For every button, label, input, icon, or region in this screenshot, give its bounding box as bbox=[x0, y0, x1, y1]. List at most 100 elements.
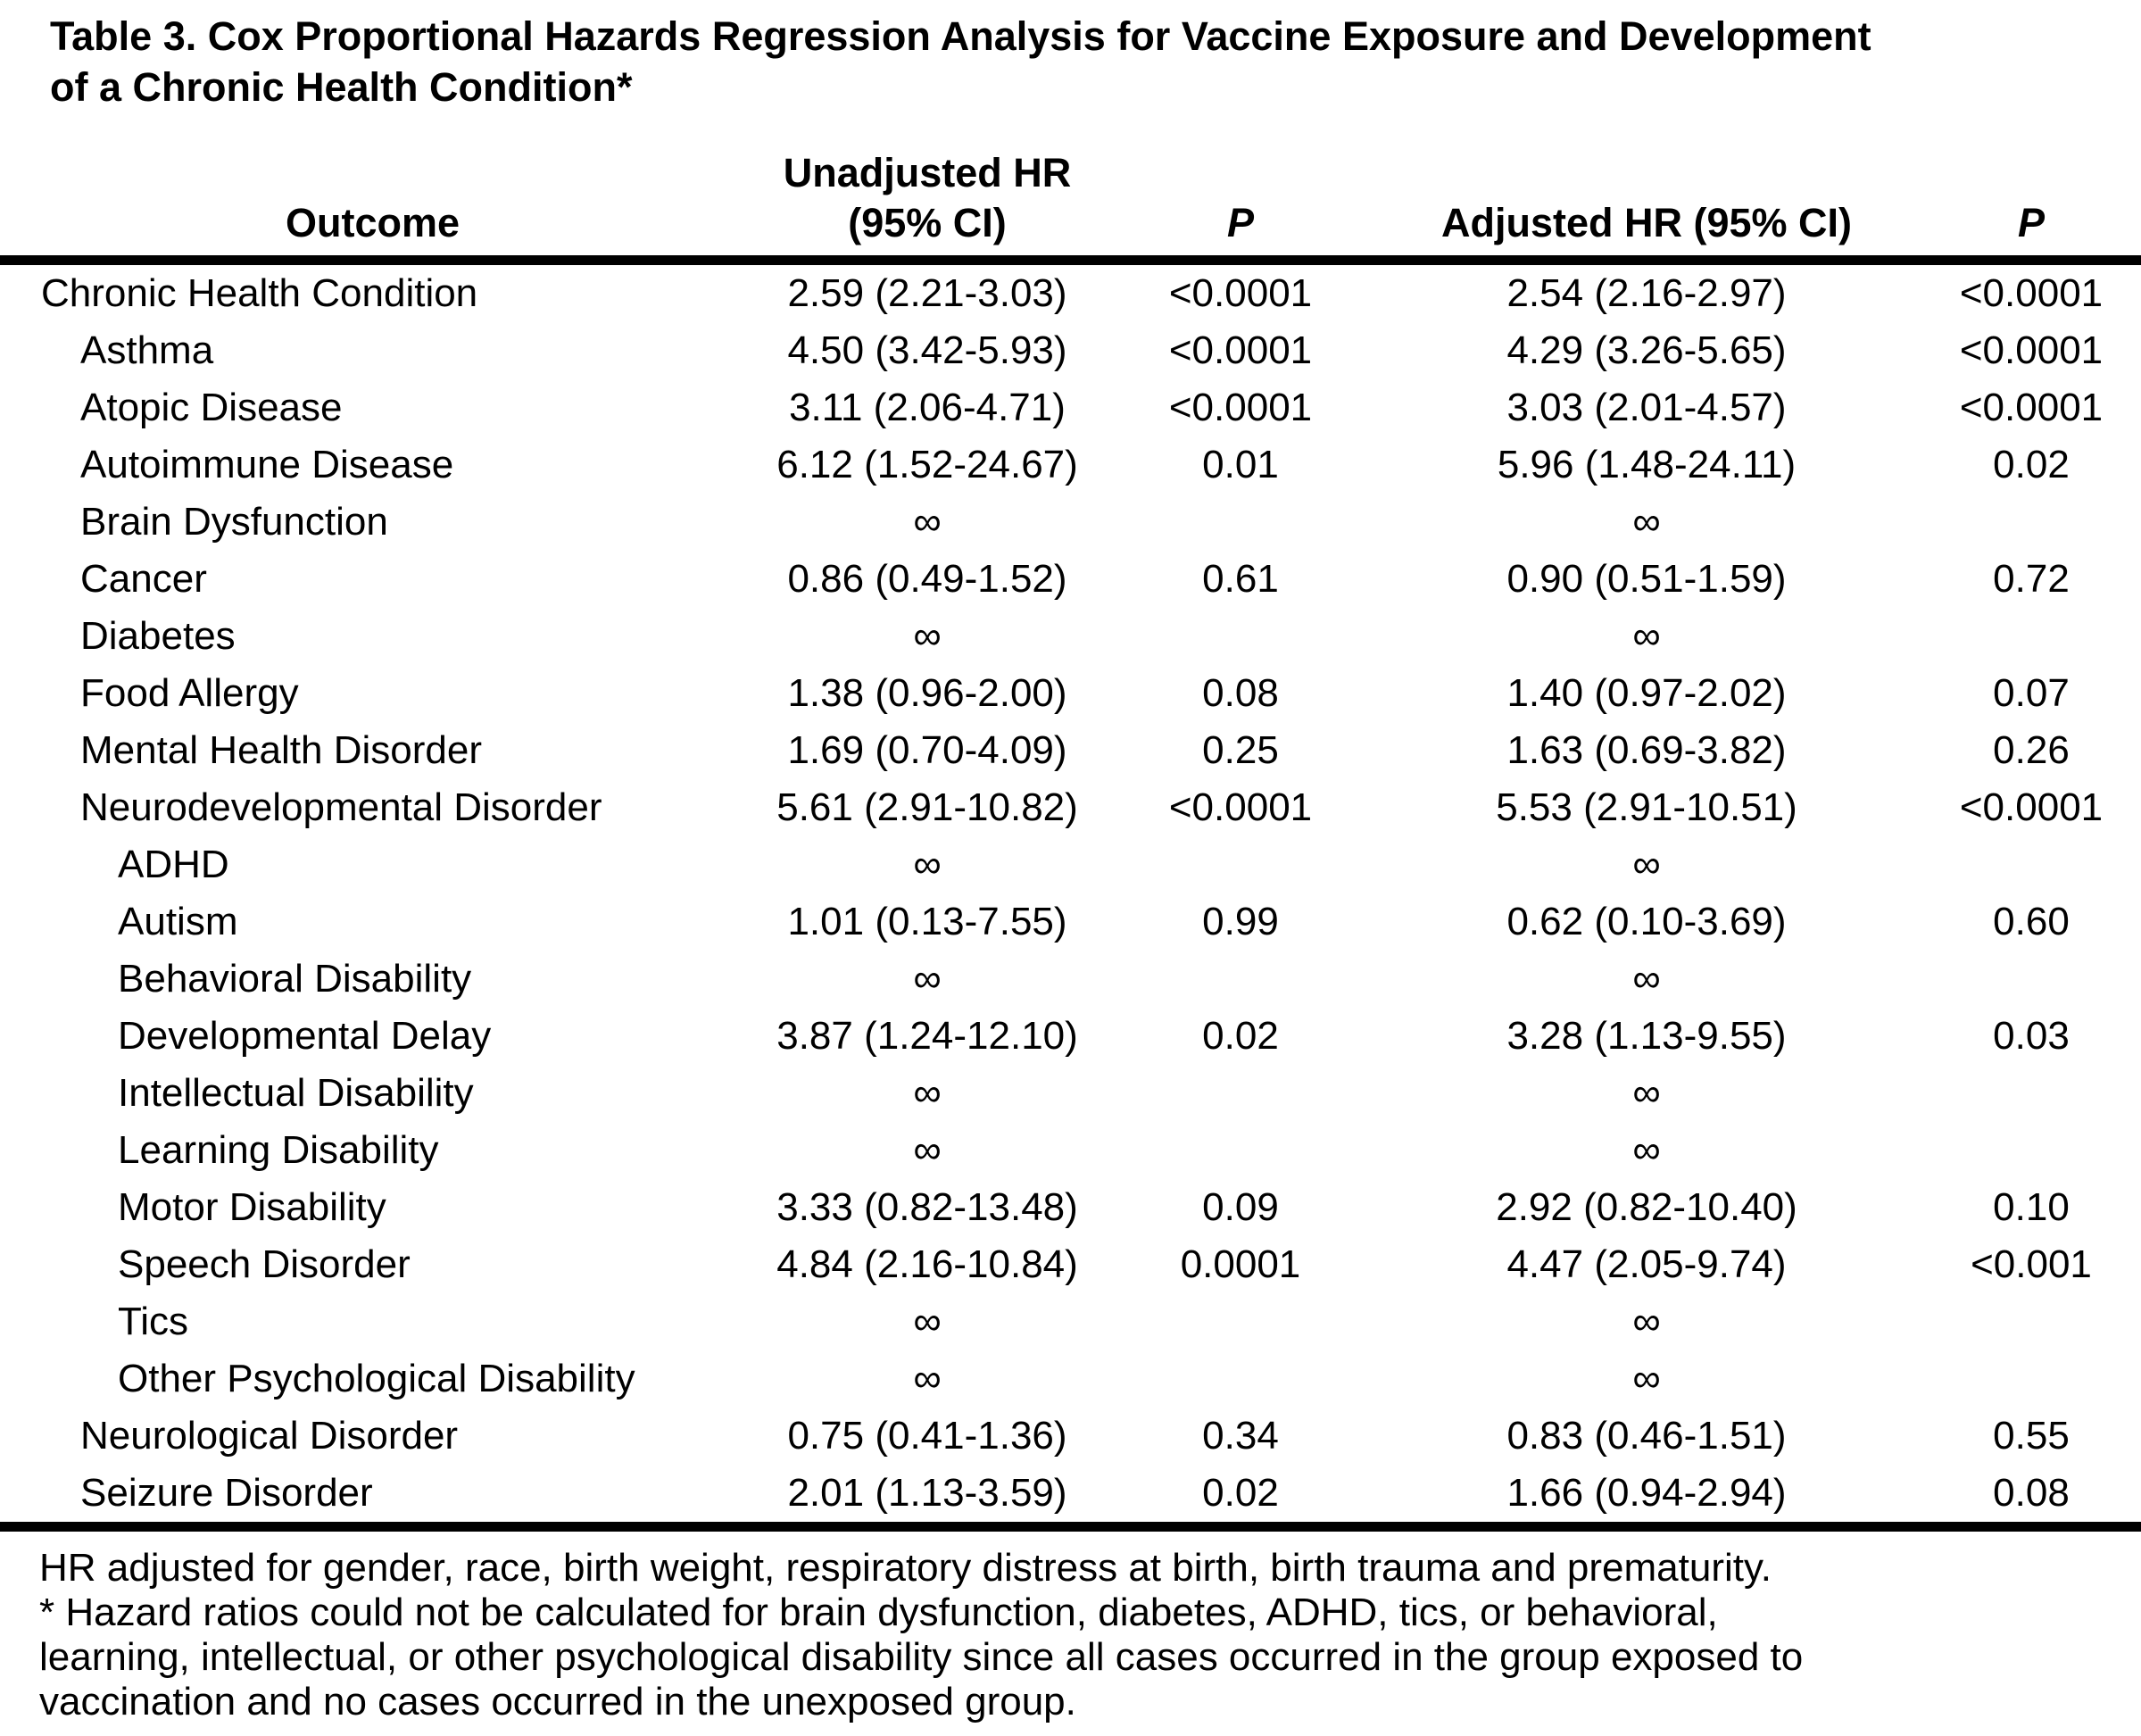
adjusted-hr-cell: 0.90 (0.51-1.59) bbox=[1506, 557, 1787, 601]
table-row: Neurodevelopmental Disorder 5.61 (2.91-10… bbox=[0, 779, 2141, 836]
outcome-cell: Motor Disability bbox=[118, 1185, 386, 1229]
p-adjusted-cell bbox=[1921, 494, 2141, 551]
header-unadjusted-hr-line-1: Unadjusted HR bbox=[783, 150, 1072, 195]
adjusted-hr-cell: 0.62 (0.10-3.69) bbox=[1506, 900, 1787, 943]
adjusted-hr-cell: ∞ bbox=[1632, 1300, 1661, 1343]
header-adjusted-hr: Adjusted HR (95% CI) bbox=[1372, 137, 1921, 265]
table-row: Diabetes ∞ ∞ bbox=[0, 608, 2141, 665]
unadjusted-hr-cell: ∞ bbox=[913, 1071, 942, 1115]
header-row: Outcome Unadjusted HR (95% CI) P Adjuste… bbox=[0, 137, 2141, 265]
outcome-cell: Atopic Disease bbox=[80, 386, 343, 429]
unadjusted-hr-cell: 1.69 (0.70-4.09) bbox=[787, 728, 1067, 772]
p-adjusted-cell: <0.0001 bbox=[1959, 785, 2104, 829]
adjusted-hr-cell: 0.83 (0.46-1.51) bbox=[1506, 1414, 1787, 1458]
p-adjusted-cell: 0.02 bbox=[1993, 443, 2070, 486]
table-row: Behavioral Disability ∞ ∞ bbox=[0, 951, 2141, 1008]
p-adjusted-cell: <0.0001 bbox=[1959, 328, 2104, 372]
unadjusted-hr-cell: 0.75 (0.41-1.36) bbox=[787, 1414, 1067, 1458]
p-unadjusted-cell bbox=[1109, 1122, 1372, 1179]
unadjusted-hr-cell: ∞ bbox=[913, 1357, 942, 1400]
outcome-cell: Speech Disorder bbox=[118, 1242, 411, 1286]
unadjusted-hr-cell: 4.50 (3.42-5.93) bbox=[787, 328, 1067, 372]
unadjusted-hr-cell: ∞ bbox=[913, 957, 942, 1001]
p-adjusted-cell bbox=[1921, 1122, 2141, 1179]
adjusted-hr-cell: ∞ bbox=[1632, 957, 1661, 1001]
outcome-cell: Neurodevelopmental Disorder bbox=[80, 785, 602, 829]
unadjusted-hr-cell: 2.59 (2.21-3.03) bbox=[787, 271, 1067, 315]
table-row: Tics ∞ ∞ bbox=[0, 1293, 2141, 1350]
unadjusted-hr-cell: 3.33 (0.82-13.48) bbox=[776, 1185, 1078, 1229]
p-adjusted-cell: 0.10 bbox=[1993, 1185, 2070, 1229]
table-header: Outcome Unadjusted HR (95% CI) P Adjuste… bbox=[0, 137, 2141, 265]
adjusted-hr-cell: ∞ bbox=[1632, 500, 1661, 544]
p-adjusted-cell bbox=[1921, 1350, 2141, 1408]
outcome-cell: Diabetes bbox=[80, 614, 236, 658]
table-row: Developmental Delay 3.87 (1.24-12.10) 0.02… bbox=[0, 1008, 2141, 1065]
unadjusted-hr-cell: 2.01 (1.13-3.59) bbox=[745, 1465, 1109, 1532]
unadjusted-hr-cell: ∞ bbox=[913, 1300, 942, 1343]
outcome-cell: Learning Disability bbox=[118, 1128, 439, 1172]
outcome-cell: Food Allergy bbox=[80, 671, 299, 715]
adjusted-hr-cell: ∞ bbox=[1632, 1071, 1661, 1115]
table-title: Table 3. Cox Proportional Hazards Regres… bbox=[50, 11, 2114, 112]
footnotes: HR adjusted for gender, race, birth weig… bbox=[39, 1546, 2114, 1724]
header-unadjusted-hr-line-2: (95% CI) bbox=[848, 200, 1007, 245]
outcome-cell: Autoimmune Disease bbox=[80, 443, 454, 486]
outcome-cell: Intellectual Disability bbox=[118, 1071, 474, 1115]
table-row: Neurological Disorder 0.75 (0.41-1.36) 0.3… bbox=[0, 1408, 2141, 1465]
p-unadjusted-cell: <0.0001 bbox=[1168, 328, 1313, 372]
header-p-unadjusted: P bbox=[1109, 137, 1372, 265]
outcome-cell: Tics bbox=[118, 1300, 189, 1343]
table-row: Learning Disability ∞ ∞ bbox=[0, 1122, 2141, 1179]
adjusted-hr-cell: 2.54 (2.16-2.97) bbox=[1506, 271, 1787, 315]
table-row: Other Psychological Disability ∞ ∞ bbox=[0, 1350, 2141, 1408]
table-row: Seizure Disorder 2.01 (1.13-3.59) 0.02 1.66… bbox=[0, 1465, 2141, 1532]
adjusted-hr-cell: ∞ bbox=[1632, 1357, 1661, 1400]
p-unadjusted-cell bbox=[1109, 1293, 1372, 1350]
p-unadjusted-cell bbox=[1109, 1065, 1372, 1122]
footnote-line-adjustment: HR adjusted for gender, race, birth weig… bbox=[39, 1546, 1772, 1590]
outcome-cell: Behavioral Disability bbox=[118, 957, 472, 1001]
p-adjusted-cell bbox=[1921, 951, 2141, 1008]
unadjusted-hr-cell: ∞ bbox=[913, 614, 942, 658]
p-unadjusted-cell: 0.99 bbox=[1202, 900, 1279, 943]
unadjusted-hr-cell: ∞ bbox=[913, 500, 942, 544]
unadjusted-hr-cell: ∞ bbox=[913, 843, 942, 886]
p-unadjusted-cell bbox=[1109, 608, 1372, 665]
table-row: Speech Disorder 4.84 (2.16-10.84) 0.0001 4.… bbox=[0, 1236, 2141, 1293]
paper-table-figure: Table 3. Cox Proportional Hazards Regres… bbox=[0, 11, 2141, 1724]
outcome-cell: ADHD bbox=[118, 843, 229, 886]
table-row: Asthma 4.50 (3.42-5.93) <0.0001 4.29 (3.26-… bbox=[0, 322, 2141, 379]
adjusted-hr-cell: 4.29 (3.26-5.65) bbox=[1506, 328, 1787, 372]
p-unadjusted-cell: 0.0001 bbox=[1180, 1242, 1301, 1286]
table-row: ADHD ∞ ∞ bbox=[0, 836, 2141, 893]
p-adjusted-cell bbox=[1921, 836, 2141, 893]
p-unadjusted-cell bbox=[1109, 836, 1372, 893]
p-adjusted-cell: <0.0001 bbox=[1959, 271, 2104, 315]
outcome-cell: Neurological Disorder bbox=[80, 1414, 459, 1458]
outcome-cell: Brain Dysfunction bbox=[80, 500, 388, 544]
unadjusted-hr-cell: 0.86 (0.49-1.52) bbox=[787, 557, 1067, 601]
table-title-line-1: Table 3. Cox Proportional Hazards Regres… bbox=[50, 13, 1871, 59]
adjusted-hr-cell: 3.03 (2.01-4.57) bbox=[1506, 386, 1787, 429]
table-row: Atopic Disease 3.11 (2.06-4.71) <0.0001 3.0… bbox=[0, 379, 2141, 436]
adjusted-hr-cell: 3.28 (1.13-9.55) bbox=[1506, 1014, 1787, 1058]
p-adjusted-cell: 0.03 bbox=[1993, 1014, 2070, 1058]
p-unadjusted-cell: 0.02 bbox=[1109, 1465, 1372, 1532]
adjusted-hr-cell: ∞ bbox=[1632, 1128, 1661, 1172]
adjusted-hr-cell: 2.92 (0.82-10.40) bbox=[1496, 1185, 1797, 1229]
outcome-cell: Cancer bbox=[80, 557, 207, 601]
footnote-line-asterisk-1: * Hazard ratios could not be calculated … bbox=[39, 1591, 1718, 1634]
table-row: Brain Dysfunction ∞ ∞ bbox=[0, 494, 2141, 551]
outcome-cell: Developmental Delay bbox=[118, 1014, 492, 1058]
p-unadjusted-cell: 0.08 bbox=[1202, 671, 1279, 715]
table-row: Autoimmune Disease 6.12 (1.52-24.67) 0.01 5… bbox=[0, 436, 2141, 494]
p-unadjusted-cell: 0.25 bbox=[1202, 728, 1279, 772]
p-adjusted-cell: 0.60 bbox=[1993, 900, 2070, 943]
p-adjusted-cell: 0.08 bbox=[1921, 1465, 2141, 1532]
unadjusted-hr-cell: 3.11 (2.06-4.71) bbox=[789, 386, 1066, 429]
table-row: Autism 1.01 (0.13-7.55) 0.99 0.62 (0.10-3.6… bbox=[0, 893, 2141, 951]
p-unadjusted-cell: <0.0001 bbox=[1168, 386, 1313, 429]
adjusted-hr-cell: 1.40 (0.97-2.02) bbox=[1506, 671, 1787, 715]
unadjusted-hr-cell: 4.84 (2.16-10.84) bbox=[776, 1242, 1078, 1286]
